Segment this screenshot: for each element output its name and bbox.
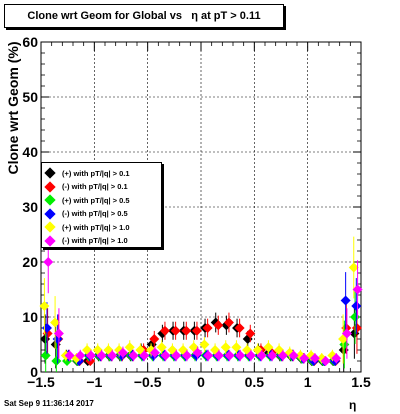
legend-entry: (-) with pT/|q| > 1.0 xyxy=(44,234,128,247)
data-point xyxy=(299,353,310,364)
data-point xyxy=(128,350,139,361)
x-tick-label: 0.5 xyxy=(245,374,265,390)
data-point xyxy=(96,350,107,361)
data-point xyxy=(159,325,170,336)
x-tick-label: 1 xyxy=(304,374,312,390)
data-point xyxy=(245,328,256,339)
y-axis-label: Clone wrt Geom (%) xyxy=(5,41,21,175)
data-point xyxy=(309,353,320,364)
legend-marker xyxy=(44,194,56,206)
data-point xyxy=(39,301,50,311)
data-point xyxy=(320,356,331,366)
chart-title-box: Clone wrt Geom for Global vs η at pT > 0… xyxy=(4,4,284,28)
data-point xyxy=(331,353,342,364)
y-tick-label: 0 xyxy=(30,364,38,380)
data-point xyxy=(156,342,167,353)
chart-title: Clone wrt Geom for Global vs η at pT > 0… xyxy=(27,10,261,22)
data-point xyxy=(85,350,96,361)
y-tick-label: 50 xyxy=(22,89,38,105)
legend-entry: (+) with pT/|q| > 0.1 xyxy=(44,167,130,179)
data-point xyxy=(192,347,203,358)
data-point xyxy=(348,262,359,273)
data-point xyxy=(53,328,64,339)
legend-label: (-) with pT/|q| > 0.1 xyxy=(62,182,128,191)
data-point xyxy=(139,350,150,361)
data-point xyxy=(181,350,192,361)
legend-marker xyxy=(44,234,56,247)
data-point xyxy=(117,347,128,358)
legend-label: (+) with pT/|q| > 0.5 xyxy=(62,195,130,205)
data-point xyxy=(277,350,288,361)
data-point xyxy=(234,323,245,333)
data-point xyxy=(351,323,362,333)
data-point xyxy=(267,350,278,361)
data-point xyxy=(124,342,135,353)
legend-entry: (+) with pT/|q| > 0.5 xyxy=(44,194,130,206)
y-tick-label: 30 xyxy=(22,199,38,215)
legend-marker xyxy=(44,221,56,233)
legend-label: (+) with pT/|q| > 0.1 xyxy=(62,168,130,178)
data-point xyxy=(340,295,351,306)
data-point xyxy=(191,325,202,336)
legend: (+) with pT/|q| > 0.1 (-) with pT/|q| > 0… xyxy=(41,162,162,248)
data-point xyxy=(351,301,362,311)
data-point xyxy=(202,323,213,333)
x-tick-label: −1 xyxy=(86,374,102,390)
data-point xyxy=(263,342,274,353)
x-tick-label: 1.5 xyxy=(351,374,371,390)
data-point xyxy=(231,342,242,353)
timestamp: Sat Sep 9 11:36:14 2017 xyxy=(4,399,94,408)
data-point xyxy=(40,350,51,361)
data-point xyxy=(220,342,231,353)
data-point xyxy=(288,350,299,361)
legend-marker xyxy=(44,167,56,179)
data-point xyxy=(199,339,210,350)
x-tick-label: −1.5 xyxy=(27,374,55,390)
data-point xyxy=(235,350,246,361)
x-tick-label: 0 xyxy=(197,374,205,390)
data-point xyxy=(64,350,75,361)
data-point xyxy=(181,325,192,336)
legend-label: (-) with pT/|q| > 1.0 xyxy=(62,236,128,245)
legend-entry: (+) with pT/|q| > 1.0 xyxy=(44,221,130,233)
legend-entry: (-) with pT/|q| > 0.5 xyxy=(44,207,128,220)
data-point xyxy=(160,350,171,361)
x-axis-label: η xyxy=(349,398,357,412)
data-point xyxy=(170,325,181,336)
data-point xyxy=(203,350,214,361)
data-point xyxy=(107,350,118,361)
data-point xyxy=(213,320,224,331)
data-point xyxy=(149,347,160,358)
data-point xyxy=(256,350,267,361)
data-point xyxy=(352,284,363,295)
data-point xyxy=(43,257,54,267)
data-point xyxy=(75,350,86,361)
data-point xyxy=(223,317,234,328)
x-tick-label: −0.5 xyxy=(134,374,162,390)
data-point xyxy=(149,334,160,344)
y-tick-label: 20 xyxy=(22,254,38,270)
data-point xyxy=(224,350,235,361)
legend-marker xyxy=(44,180,56,193)
y-tick-label: 40 xyxy=(22,144,38,160)
legend-label: (-) with pT/|q| > 0.5 xyxy=(62,209,128,218)
data-point xyxy=(245,350,256,361)
data-point xyxy=(341,328,352,339)
legend-marker xyxy=(44,207,56,220)
legend-label: (+) with pT/|q| > 1.0 xyxy=(62,222,130,232)
data-point xyxy=(171,350,182,361)
data-point xyxy=(50,317,61,328)
y-tick-label: 10 xyxy=(22,309,38,325)
legend-entry: (-) with pT/|q| > 0.1 xyxy=(44,180,128,193)
y-tick-label: 60 xyxy=(22,34,38,50)
data-point xyxy=(213,350,224,361)
